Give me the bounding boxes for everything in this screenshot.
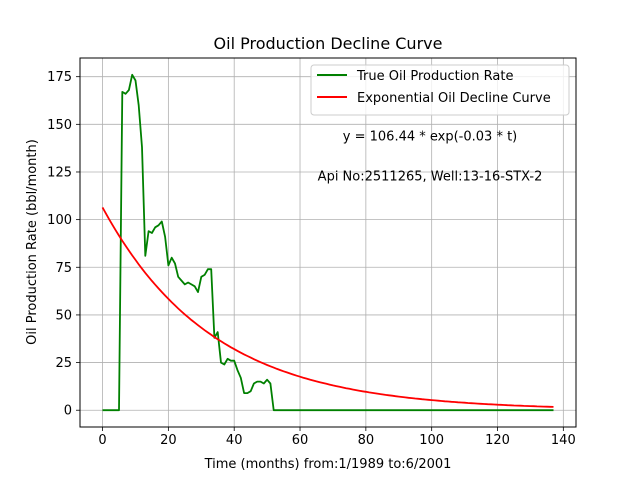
- x-tick-label: 20: [160, 433, 177, 448]
- x-tick-label: 100: [419, 433, 444, 448]
- y-tick-label: 0: [64, 404, 72, 419]
- grid: [80, 58, 576, 427]
- well-annotation: Api No:2511265, Well:13-16-STX-2: [318, 169, 543, 184]
- legend-label-decline: Exponential Oil Decline Curve: [357, 91, 551, 106]
- series-line-true-rate: [102, 73, 554, 412]
- y-tick-label: 25: [55, 356, 72, 371]
- x-tick-label: 60: [292, 433, 309, 448]
- x-tick-label: 40: [226, 433, 243, 448]
- x-tick-label: 120: [485, 433, 510, 448]
- series-layer: [101, 73, 554, 412]
- legend: True Oil Production Rate Exponential Oil…: [310, 64, 570, 116]
- x-tick-label: 140: [551, 433, 576, 448]
- x-axis-ticks: 0 20 40 60 80 100 120 140: [98, 427, 576, 448]
- chart-title: Oil Production Decline Curve: [214, 34, 443, 53]
- series-line-decline: [101, 206, 554, 408]
- y-tick-label: 125: [47, 165, 72, 180]
- y-tick-label: 175: [47, 70, 72, 85]
- plot-frame: [79, 57, 577, 428]
- x-tick-label: 0: [98, 433, 106, 448]
- y-tick-label: 150: [47, 118, 72, 133]
- y-tick-label: 50: [55, 308, 72, 323]
- equation-annotation: y = 106.44 * exp(-0.03 * t): [343, 130, 517, 145]
- x-tick-label: 80: [358, 433, 375, 448]
- y-tick-label: 75: [55, 261, 72, 276]
- legend-box: [310, 64, 570, 116]
- x-axis-label: Time (months) from:1/1989 to:6/2001: [204, 457, 452, 472]
- y-axis-label: Oil Production Rate (bbl/month): [25, 139, 40, 345]
- legend-label-true-rate: True Oil Production Rate: [356, 69, 513, 84]
- y-tick-label: 100: [47, 213, 72, 228]
- y-axis-ticks: 0 25 50 75 100 125 150 175: [47, 70, 80, 419]
